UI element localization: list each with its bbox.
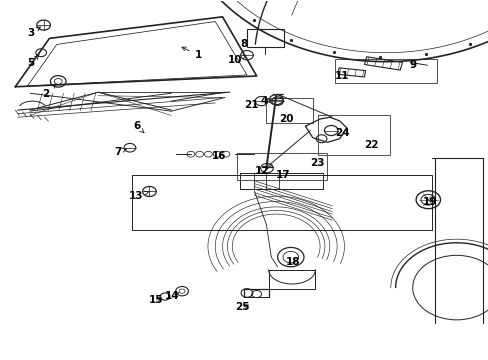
Text: 10: 10: [227, 55, 245, 65]
Bar: [246, 30, 283, 46]
Bar: [237, 153, 327, 180]
Text: 6: 6: [133, 121, 143, 133]
Bar: [317, 116, 389, 155]
Text: 25: 25: [234, 302, 249, 312]
Text: 18: 18: [285, 257, 300, 267]
Bar: [266, 98, 312, 123]
Text: 15: 15: [148, 295, 163, 305]
Text: 22: 22: [363, 140, 378, 150]
Text: 14: 14: [164, 291, 179, 301]
Text: 5: 5: [27, 55, 39, 68]
Text: 4: 4: [260, 96, 273, 106]
Text: 20: 20: [278, 114, 293, 124]
Text: 21: 21: [244, 100, 259, 110]
Text: 17: 17: [276, 170, 290, 180]
Bar: [334, 59, 436, 83]
Text: 7: 7: [114, 147, 126, 157]
Text: 3: 3: [27, 27, 41, 38]
Text: 8: 8: [241, 39, 247, 49]
Text: 19: 19: [422, 197, 436, 207]
Text: 9: 9: [408, 60, 415, 70]
Text: 24: 24: [334, 129, 348, 138]
Text: 12: 12: [254, 166, 268, 176]
Text: 16: 16: [211, 150, 226, 161]
Text: 2: 2: [42, 84, 56, 99]
Text: 23: 23: [310, 158, 324, 168]
Text: 11: 11: [334, 71, 348, 81]
Text: 1: 1: [182, 47, 202, 60]
Text: 13: 13: [129, 191, 149, 201]
